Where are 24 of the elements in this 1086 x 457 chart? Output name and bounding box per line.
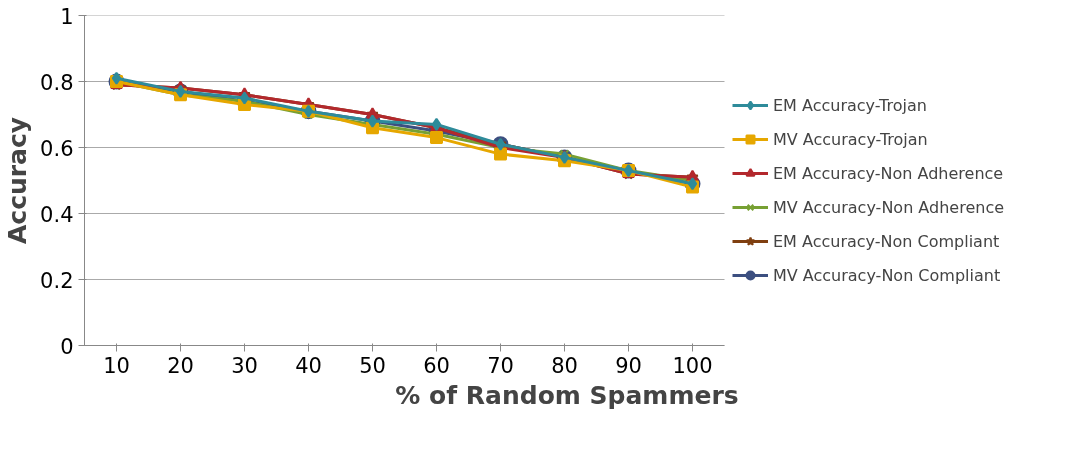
- x-tick-label: 100: [672, 353, 713, 378]
- legend-label: EM Accuracy-Non Compliant: [773, 231, 1000, 251]
- x-tick-label: 80: [551, 353, 578, 378]
- y-tick-label: 0.2: [40, 268, 74, 293]
- x-tick-label: 30: [231, 353, 258, 378]
- y-tick-label: 0.4: [40, 202, 74, 227]
- x-tick-label: 70: [487, 353, 514, 378]
- x-axis-title: % of Random Spammers: [395, 380, 739, 410]
- x-tick-label: 20: [167, 353, 194, 378]
- legend-label: MV Accuracy-Trojan: [773, 129, 928, 149]
- y-tick-label: 0.8: [40, 70, 74, 95]
- legend-label: MV Accuracy-Non Compliant: [773, 265, 1001, 285]
- y-tick-label: 0: [60, 334, 74, 359]
- y-tick-label: 1: [60, 4, 74, 29]
- x-tick-label: 40: [295, 353, 322, 378]
- legend-label: MV Accuracy-Non Adherence: [773, 197, 1005, 217]
- x-tick-label: 50: [359, 353, 386, 378]
- y-axis-title: Accuracy: [3, 116, 33, 245]
- y-tick-label: 0.6: [40, 136, 74, 161]
- x-tick-label: 10: [103, 353, 130, 378]
- x-tick-label: 90: [615, 353, 642, 378]
- legend-label: EM Accuracy-Non Adherence: [773, 163, 1004, 183]
- legend-label: EM Accuracy-Trojan: [773, 95, 927, 115]
- x-tick-label: 60: [423, 353, 450, 378]
